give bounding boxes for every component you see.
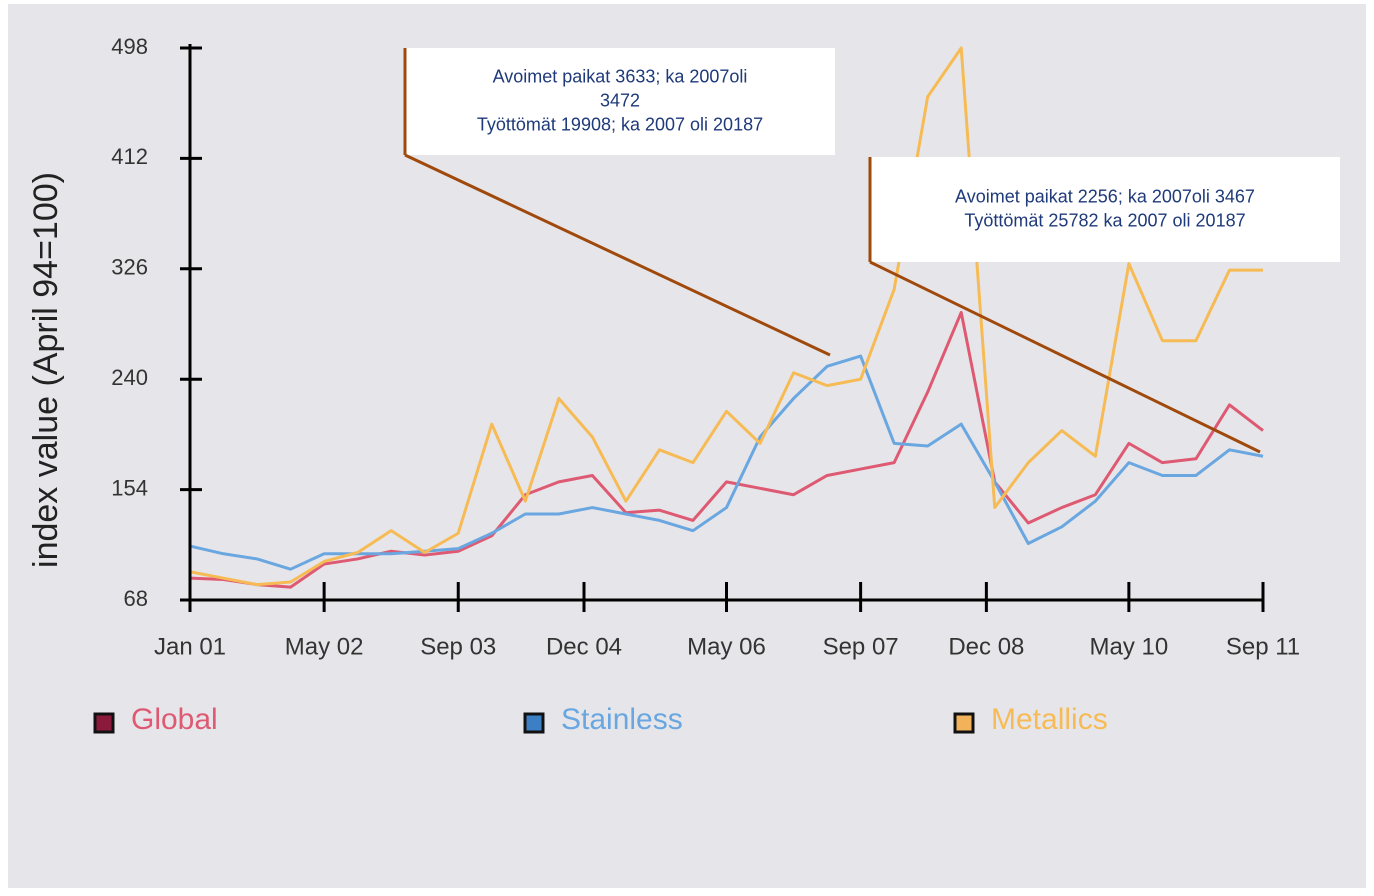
annotation-text: 3472 bbox=[600, 90, 640, 110]
legend-label: Stainless bbox=[561, 703, 683, 736]
series-line bbox=[189, 354, 1264, 571]
x-tick-label: May 02 bbox=[285, 633, 364, 660]
legend-item: Metallics bbox=[953, 703, 1108, 736]
y-tick-label: 240 bbox=[111, 365, 148, 390]
x-tick-label: May 06 bbox=[687, 633, 766, 660]
annotation-text: Avoimet paikat 3633; ka 2007oli bbox=[493, 66, 748, 86]
series-line bbox=[189, 310, 1264, 589]
legend-swatch bbox=[953, 712, 975, 734]
annotation-text: Työttömät 25782 ka 2007 oli 20187 bbox=[964, 210, 1245, 230]
x-tick-label: Sep 11 bbox=[1226, 633, 1300, 660]
legend-label: Metallics bbox=[991, 703, 1108, 736]
y-tick-label: 412 bbox=[111, 144, 148, 169]
legend-swatch bbox=[523, 712, 545, 734]
legend-item: Global bbox=[93, 703, 218, 736]
series-line bbox=[189, 46, 1263, 587]
legend-swatch bbox=[93, 712, 115, 734]
legend-label: Global bbox=[131, 703, 218, 736]
annotation-box bbox=[405, 48, 835, 155]
legend-item: Stainless bbox=[523, 703, 683, 736]
annotation-leader bbox=[404, 153, 831, 357]
x-tick-label: Sep 03 bbox=[420, 633, 496, 660]
y-axis-label: index value (April 94=100) bbox=[27, 172, 65, 568]
x-tick-label: Sep 07 bbox=[823, 633, 899, 660]
x-tick-label: Jan 01 bbox=[154, 633, 226, 660]
annotation-box bbox=[870, 157, 1340, 262]
y-tick-label: 154 bbox=[111, 475, 148, 500]
annotation-text: Työttömät 19908; ka 2007 oli 20187 bbox=[477, 114, 763, 134]
y-tick-label: 68 bbox=[124, 586, 148, 611]
x-tick-label: Dec 08 bbox=[948, 633, 1024, 660]
x-tick-label: Dec 04 bbox=[546, 633, 622, 660]
y-tick-label: 498 bbox=[111, 34, 148, 59]
x-tick-label: May 10 bbox=[1090, 633, 1169, 660]
annotation-text: Avoimet paikat 2256; ka 2007oli 3467 bbox=[955, 186, 1255, 206]
annotation-leader bbox=[869, 260, 1261, 454]
y-tick-label: 326 bbox=[111, 255, 148, 280]
